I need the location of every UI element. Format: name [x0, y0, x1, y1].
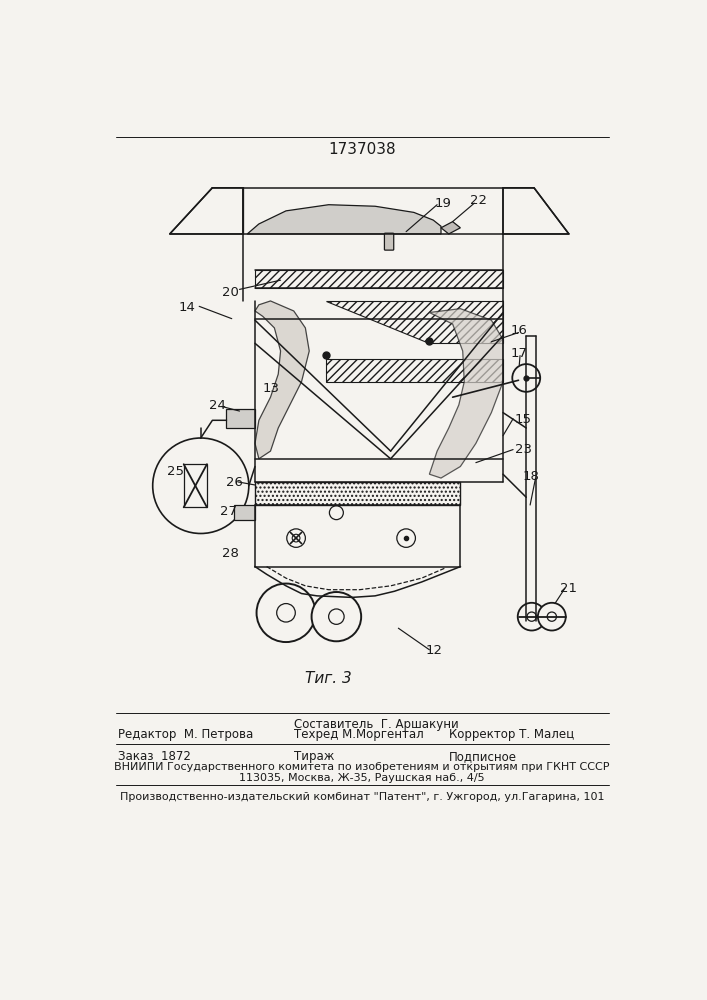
FancyBboxPatch shape	[385, 233, 394, 250]
Text: Подписное: Подписное	[449, 750, 517, 763]
Text: Заказ  1872: Заказ 1872	[118, 750, 191, 763]
Circle shape	[153, 438, 249, 533]
Text: 15: 15	[515, 413, 532, 426]
Polygon shape	[226, 409, 255, 428]
Circle shape	[257, 584, 315, 642]
Text: 1737038: 1737038	[328, 142, 396, 157]
Text: 23: 23	[515, 443, 532, 456]
Text: 22: 22	[469, 194, 486, 207]
Text: 24: 24	[209, 399, 226, 412]
Text: Техред М.Моргентал: Техред М.Моргентал	[293, 728, 423, 741]
Text: Корректор Т. Малец: Корректор Т. Малец	[449, 728, 574, 741]
Text: Τиг. 3: Τиг. 3	[305, 671, 352, 686]
Text: 113035, Москва, Ж-35, Раушская наб., 4/5: 113035, Москва, Ж-35, Раушская наб., 4/5	[239, 773, 485, 783]
Text: ВНИИПИ Государственного комитета по изобретениям и открытиям при ГКНТ СССР: ВНИИПИ Государственного комитета по изоб…	[115, 762, 609, 772]
Circle shape	[518, 603, 546, 631]
Polygon shape	[247, 205, 441, 234]
Text: 13: 13	[263, 382, 280, 395]
Text: Редактор  М. Петрова: Редактор М. Петрова	[118, 728, 253, 741]
Text: 17: 17	[510, 347, 527, 360]
Text: 18: 18	[522, 470, 539, 483]
Circle shape	[312, 592, 361, 641]
Text: 20: 20	[222, 286, 238, 299]
Text: 26: 26	[226, 476, 243, 489]
Text: 27: 27	[220, 505, 237, 518]
Text: Составитель  Г. Аршакуни: Составитель Г. Аршакуни	[293, 718, 459, 731]
Text: Производственно-издательский комбинат "Патент", г. Ужгород, ул.Гагарина, 101: Производственно-издательский комбинат "П…	[119, 792, 604, 802]
Polygon shape	[441, 222, 460, 234]
Text: 19: 19	[435, 197, 452, 210]
Polygon shape	[503, 188, 569, 234]
Text: 25: 25	[168, 465, 185, 478]
Polygon shape	[170, 188, 243, 234]
Polygon shape	[429, 309, 503, 478]
Text: 28: 28	[223, 547, 240, 560]
Text: 16: 16	[510, 324, 527, 337]
Circle shape	[538, 603, 566, 631]
Text: 12: 12	[426, 644, 443, 657]
Text: Тираж: Тираж	[293, 750, 334, 763]
Polygon shape	[234, 505, 255, 520]
Circle shape	[513, 364, 540, 392]
Text: 21: 21	[559, 582, 577, 595]
Polygon shape	[255, 301, 309, 459]
Text: 14: 14	[179, 301, 196, 314]
